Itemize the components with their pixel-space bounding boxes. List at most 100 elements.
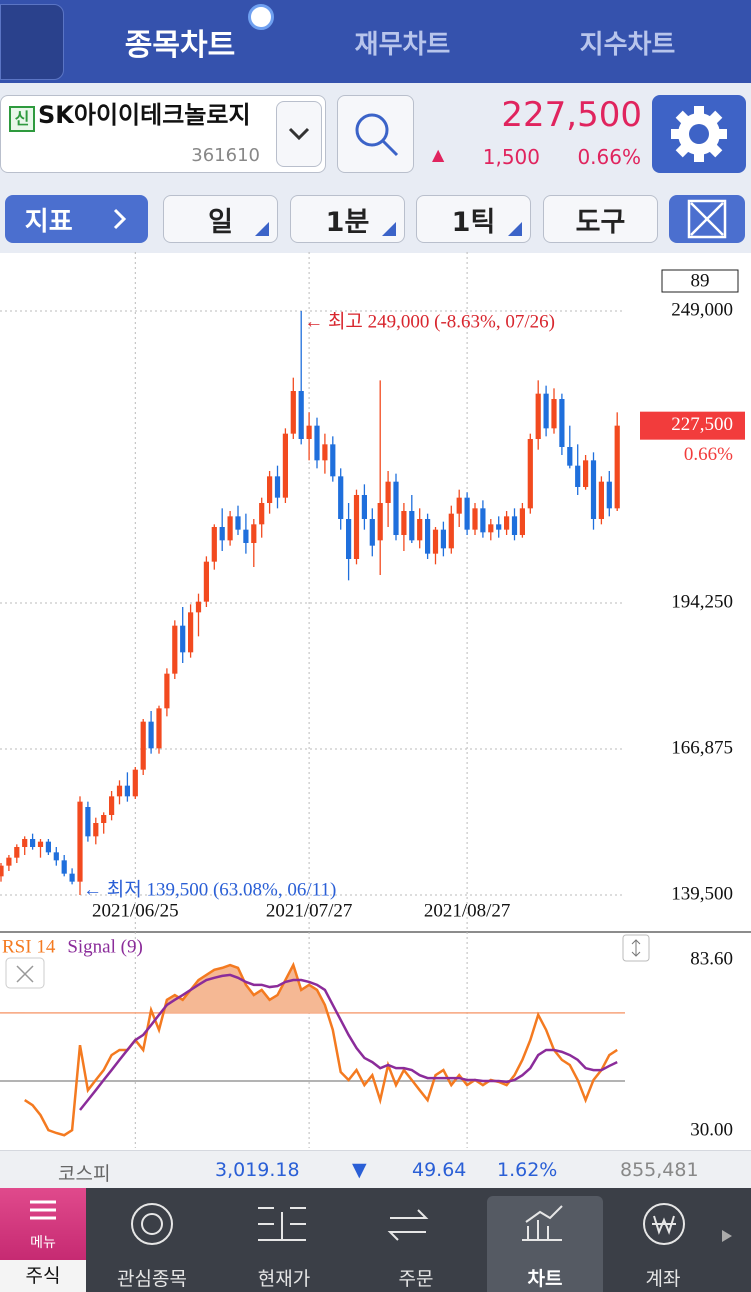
- legend-label: Signal (9): [67, 936, 142, 957]
- indicator-button[interactable]: 지표: [5, 195, 148, 243]
- candle-body: [511, 516, 518, 535]
- candle-body: [259, 503, 265, 525]
- market-change: 49.64: [412, 1159, 467, 1181]
- stock-code: 361610: [191, 145, 260, 166]
- nav-item[interactable]: 계좌: [645, 1268, 681, 1290]
- candle-body: [575, 465, 581, 487]
- menu-button[interactable]: 메뉴: [0, 1188, 86, 1260]
- back-button[interactable]: [0, 4, 64, 80]
- candle-body: [456, 497, 462, 514]
- menu-label: 메뉴: [30, 1235, 56, 1251]
- candle-body: [401, 511, 407, 535]
- candle-body: [290, 391, 296, 434]
- period-button[interactable]: 일: [163, 195, 278, 243]
- tab[interactable]: 재무차트: [354, 30, 451, 60]
- menu-icon: [30, 1200, 56, 1220]
- candle-body: [488, 524, 494, 533]
- candle-body: [251, 524, 257, 543]
- candle-body: [377, 503, 383, 541]
- candle-body: [227, 516, 233, 541]
- candle-body: [464, 497, 470, 530]
- candle-body: [432, 529, 439, 554]
- x-tick-label: 2021/07/27: [266, 900, 353, 921]
- candle-body: [14, 847, 20, 858]
- search-button[interactable]: [337, 95, 414, 173]
- nav-item[interactable]: 차트: [527, 1268, 563, 1290]
- nav-item[interactable]: 관심종목: [117, 1268, 187, 1290]
- price-tag-change: 0.66%: [684, 444, 733, 465]
- candle-body: [496, 524, 502, 530]
- y-tick-label: 139,500: [671, 883, 733, 904]
- chevron-icon: [114, 208, 127, 230]
- tab[interactable]: 종목차트: [124, 28, 236, 63]
- candle-body: [551, 399, 557, 429]
- candle-body: [527, 439, 533, 509]
- close-icon: [16, 965, 34, 983]
- candle-body: [211, 527, 217, 562]
- candle-body: [274, 476, 281, 498]
- candle-body: [338, 476, 344, 519]
- settings-button[interactable]: [652, 95, 746, 173]
- nav-item[interactable]: 주식: [0, 1260, 86, 1292]
- tool-label: 도구: [575, 206, 626, 238]
- price-tag-label: 227,500: [671, 414, 733, 435]
- candle-body: [314, 425, 320, 461]
- candle-body: [77, 801, 83, 882]
- candle-body: [440, 529, 446, 549]
- stock-name: SK아이이테크놀로지: [38, 101, 251, 129]
- period-button[interactable]: 1틱: [416, 195, 531, 243]
- candle-body: [267, 476, 273, 503]
- candle-body: [69, 873, 75, 882]
- market-pct: 1.62%: [497, 1159, 558, 1181]
- candle-body: [188, 612, 194, 653]
- candle-body: [219, 527, 225, 541]
- price-change-pct: 0.66%: [577, 145, 641, 169]
- period-button[interactable]: 1분: [290, 195, 405, 243]
- indicator-label: 지표: [24, 206, 73, 237]
- nav-icons: [131, 1203, 732, 1245]
- candle-body: [614, 425, 620, 509]
- candle-body: [448, 513, 454, 549]
- period-label: 1분: [325, 206, 370, 238]
- y-tick-label: 83.60: [690, 948, 733, 969]
- candle-body: [480, 508, 486, 533]
- series-line: [24, 961, 618, 1137]
- resize-icon: [631, 939, 641, 957]
- candle-body: [85, 807, 91, 837]
- candle-body: [361, 495, 367, 519]
- tool-button[interactable]: 도구: [543, 195, 658, 243]
- expand-button[interactable]: [669, 195, 745, 243]
- candle-body: [306, 425, 312, 439]
- nav-item[interactable]: 주문: [398, 1268, 434, 1290]
- candle-body: [101, 815, 107, 823]
- candle-body: [93, 823, 99, 837]
- candle-body: [567, 447, 573, 466]
- candle-body: [346, 519, 352, 559]
- candle-body: [148, 721, 154, 749]
- dropdown-button[interactable]: [276, 101, 322, 167]
- candle-body: [409, 511, 415, 541]
- tab[interactable]: 지수차트: [579, 30, 676, 60]
- candle-body: [322, 444, 328, 461]
- candle-body: [583, 460, 589, 487]
- candle-body: [330, 444, 336, 477]
- candle-body: [140, 721, 146, 770]
- stock-box[interactable]: [0, 95, 326, 173]
- badge: 89: [691, 270, 710, 291]
- legend-label: RSI 14: [2, 936, 56, 957]
- candle-body: [61, 860, 67, 874]
- badge-box: [661, 269, 739, 293]
- candle-body: [543, 393, 549, 429]
- candle-body: [282, 433, 288, 498]
- candle-body: [203, 561, 209, 602]
- chevron-icon: [288, 127, 310, 141]
- candle-body: [6, 857, 12, 866]
- candle-body: [164, 673, 170, 709]
- candle-body: [37, 841, 44, 847]
- expand-icon: [687, 199, 727, 239]
- candle-body: [385, 481, 391, 503]
- candle-body: [109, 796, 115, 815]
- period-label: 일: [208, 206, 233, 238]
- nav-item[interactable]: 현재가: [257, 1268, 311, 1290]
